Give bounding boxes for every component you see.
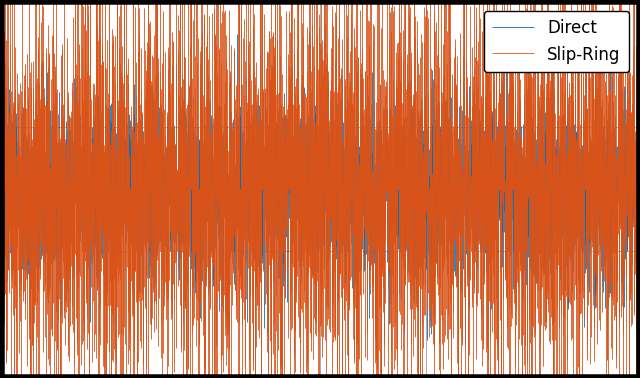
Legend: Direct, Slip-Ring: Direct, Slip-Ring xyxy=(484,11,629,72)
